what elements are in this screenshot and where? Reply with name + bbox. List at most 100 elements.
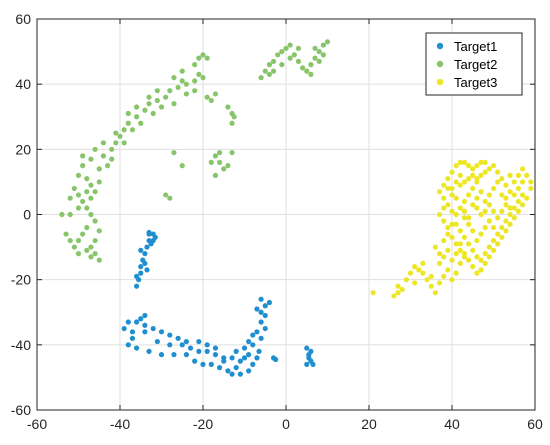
legend-marker-target3: [436, 78, 444, 86]
data-point: [524, 172, 530, 178]
data-point: [470, 264, 476, 270]
data-point: [204, 94, 210, 100]
data-point: [75, 192, 82, 198]
data-point: [246, 338, 252, 345]
data-point: [84, 205, 90, 211]
data-point: [499, 234, 505, 240]
data-point: [279, 48, 285, 55]
data-point: [461, 208, 468, 214]
data-point: [449, 208, 455, 214]
data-point: [104, 163, 111, 169]
data-point: [183, 91, 189, 97]
data-point: [258, 75, 264, 81]
data-point: [312, 55, 318, 61]
data-point: [237, 371, 243, 377]
data-point: [432, 290, 438, 296]
series-target2: [59, 39, 331, 263]
data-point: [246, 352, 252, 358]
data-point: [92, 218, 98, 224]
data-point: [96, 257, 102, 263]
data-point: [142, 329, 148, 335]
data-point: [308, 71, 314, 77]
data-point: [75, 172, 82, 178]
legend-label-target3: Target3: [454, 75, 497, 90]
data-point: [183, 338, 189, 345]
data-point: [287, 55, 293, 61]
data-point: [486, 202, 492, 208]
data-point: [171, 101, 177, 107]
data-point: [92, 237, 98, 244]
data-point: [171, 75, 177, 81]
data-point: [279, 62, 285, 68]
data-point: [175, 335, 181, 341]
data-point: [474, 270, 480, 276]
data-point: [134, 319, 140, 325]
data-point: [241, 355, 248, 361]
data-point: [495, 215, 501, 221]
data-point: [67, 211, 73, 218]
data-point: [258, 309, 264, 315]
data-point: [428, 273, 434, 280]
data-point: [304, 68, 310, 74]
data-point: [403, 277, 409, 283]
data-point: [152, 234, 158, 240]
data-point: [88, 211, 94, 218]
data-point: [129, 329, 136, 335]
data-point: [88, 156, 94, 162]
data-point: [466, 215, 472, 221]
data-point: [113, 130, 119, 136]
data-point: [80, 198, 86, 205]
data-point: [84, 247, 90, 253]
data-point: [129, 127, 136, 133]
data-point: [121, 127, 127, 133]
data-point: [412, 280, 418, 286]
data-point: [449, 192, 455, 198]
data-point: [121, 140, 127, 146]
data-point: [507, 221, 513, 227]
data-point: [134, 104, 140, 110]
data-point: [310, 361, 316, 367]
data-point: [179, 342, 185, 348]
data-point: [507, 211, 513, 218]
data-point: [461, 198, 468, 205]
data-point: [482, 208, 488, 214]
data-point: [441, 182, 447, 188]
legend: Target1 Target2 Target3: [425, 32, 523, 96]
data-point: [142, 322, 148, 328]
x-tick-label: -60: [27, 416, 47, 432]
data-point: [204, 342, 210, 348]
data-point: [144, 244, 150, 250]
data-point: [490, 185, 497, 192]
data-point: [217, 149, 223, 156]
data-point: [524, 195, 530, 201]
data-point: [275, 52, 281, 58]
data-point: [154, 97, 160, 104]
data-point: [395, 290, 401, 296]
data-point: [482, 159, 488, 165]
data-point: [453, 241, 459, 247]
data-point: [212, 172, 219, 178]
data-point: [441, 254, 447, 260]
data-point: [88, 254, 94, 260]
data-point: [515, 208, 522, 214]
data-point: [221, 166, 227, 172]
data-point: [144, 267, 150, 273]
data-point: [486, 218, 492, 224]
data-point: [84, 189, 90, 195]
data-point: [175, 84, 181, 91]
data-point: [511, 192, 517, 198]
data-point: [212, 91, 219, 97]
data-point: [445, 231, 451, 237]
data-point: [519, 179, 526, 185]
data-point: [436, 189, 443, 195]
data-point: [515, 172, 522, 178]
data-point: [495, 169, 501, 175]
data-point: [503, 202, 509, 208]
data-point: [200, 75, 206, 81]
data-point: [478, 231, 484, 237]
data-point: [486, 244, 492, 250]
data-point: [449, 221, 455, 227]
data-point: [474, 163, 480, 169]
data-point: [499, 208, 505, 214]
x-tick-label: 60: [527, 416, 543, 432]
